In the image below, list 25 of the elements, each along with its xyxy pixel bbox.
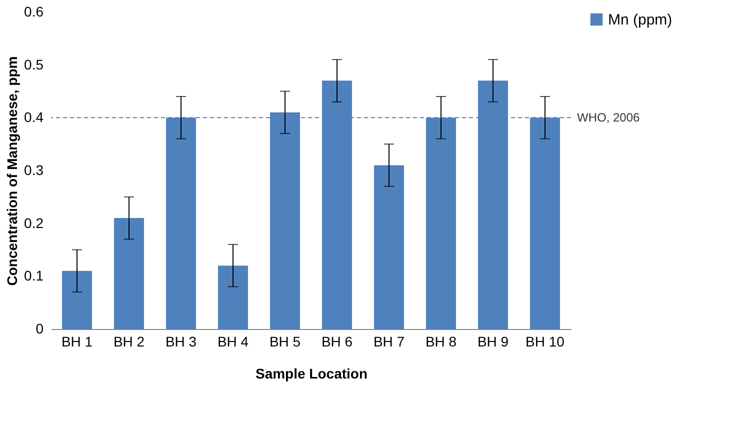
legend-label: Mn (ppm) bbox=[608, 12, 672, 28]
y-tick-label: 0.1 bbox=[24, 268, 44, 284]
x-tick-label: BH 2 bbox=[113, 334, 145, 350]
x-tick-label: BH 1 bbox=[61, 334, 93, 350]
x-axis-title: Sample Location bbox=[255, 366, 368, 382]
y-tick-label: 0.2 bbox=[24, 214, 44, 231]
bar bbox=[114, 218, 144, 329]
y-axis-title: Concentration of Manganese, ppm bbox=[4, 56, 20, 286]
x-tick-label: BH 9 bbox=[477, 334, 509, 350]
x-tick-label: BH 8 bbox=[425, 334, 457, 350]
y-tick-label: 0.6 bbox=[24, 4, 44, 20]
x-tick-label: BH 4 bbox=[217, 334, 249, 350]
bar bbox=[218, 266, 248, 329]
x-tick-label: BH 5 bbox=[269, 334, 301, 350]
x-tick-label: BH 3 bbox=[165, 334, 197, 350]
y-tick-label: 0.4 bbox=[24, 109, 44, 126]
y-tick-label: 0.3 bbox=[24, 162, 44, 178]
bar bbox=[374, 165, 404, 329]
y-tick-label: 0.5 bbox=[24, 56, 44, 72]
x-tick-label: BH 6 bbox=[321, 334, 353, 350]
ref-line-label: WHO, 2006 bbox=[577, 110, 640, 125]
y-tick-label: 0 bbox=[36, 320, 44, 336]
x-tick-label: BH 10 bbox=[526, 334, 565, 350]
x-tick-label: BH 7 bbox=[373, 334, 405, 350]
bar bbox=[62, 270, 92, 329]
